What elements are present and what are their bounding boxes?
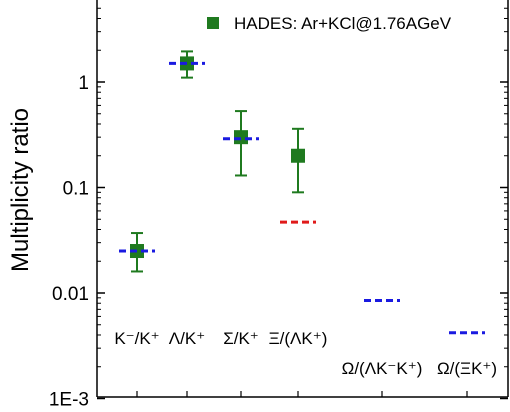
y-ticks: 1 0.1 0.01 1E-3: [49, 7, 508, 411]
legend-label: HADES: Ar+KCl@1.76AGeV: [234, 14, 452, 33]
category-label: Ω/(ΛK⁻K⁺): [342, 359, 423, 378]
category-label: Ξ/(ΛK⁺): [269, 329, 328, 348]
category-label: Λ/K⁺: [169, 329, 205, 348]
category-label: Ω/(ΞK⁺): [437, 359, 497, 378]
data-point: [234, 130, 248, 145]
legend: HADES: Ar+KCl@1.76AGeV: [207, 14, 452, 33]
y-tick-label: 0.01: [52, 284, 89, 305]
data-point: [291, 148, 305, 163]
y-tick-label: 1E-3: [49, 390, 89, 411]
category-label: K⁻/K⁺: [114, 329, 159, 348]
y-tick-label: 1: [78, 73, 89, 94]
y-axis-label: Multiplicity ratio: [7, 108, 34, 272]
category-label: Σ/K⁺: [223, 329, 259, 348]
category-labels: K⁻/K⁺ Λ/K⁺ Σ/K⁺ Ξ/(ΛK⁺) Ω/(ΛK⁻K⁺) Ω/(ΞK⁺): [114, 329, 497, 378]
chart-marks: [119, 50, 485, 335]
y-tick-label: 0.1: [63, 179, 89, 200]
legend-marker: [207, 17, 219, 29]
